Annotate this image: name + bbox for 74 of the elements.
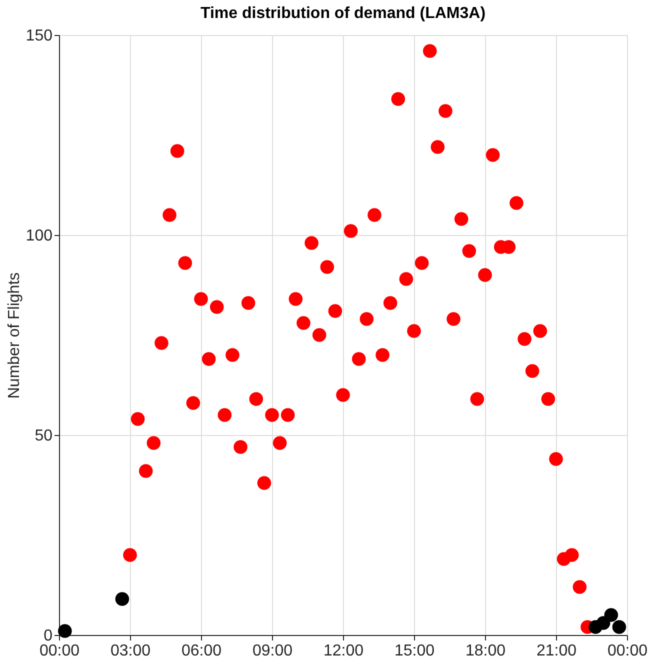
point bbox=[210, 300, 224, 314]
point bbox=[407, 324, 421, 338]
point bbox=[58, 624, 72, 638]
point bbox=[486, 148, 500, 162]
point bbox=[383, 296, 398, 310]
point bbox=[376, 348, 390, 362]
point bbox=[533, 324, 548, 338]
y-tick-label: 150 bbox=[26, 28, 53, 44]
point bbox=[344, 224, 358, 238]
point bbox=[422, 44, 437, 58]
point bbox=[218, 408, 232, 422]
point bbox=[194, 292, 208, 306]
point bbox=[478, 268, 492, 282]
y-tick-label: 0 bbox=[44, 628, 53, 644]
point bbox=[352, 352, 366, 366]
point bbox=[572, 580, 587, 594]
point bbox=[328, 304, 342, 318]
point bbox=[186, 396, 200, 410]
point bbox=[202, 352, 216, 366]
point bbox=[541, 392, 556, 406]
y-tick-label: 100 bbox=[26, 228, 53, 244]
point bbox=[564, 548, 579, 562]
point bbox=[391, 92, 406, 106]
point bbox=[454, 212, 468, 226]
x-tick-label: 15:00 bbox=[394, 642, 435, 660]
point bbox=[612, 620, 626, 634]
point bbox=[470, 392, 484, 406]
point bbox=[368, 208, 382, 222]
point bbox=[414, 256, 429, 270]
point bbox=[257, 476, 272, 490]
point bbox=[138, 464, 153, 478]
point bbox=[123, 548, 137, 562]
point bbox=[265, 408, 279, 422]
x-tick-label: 21:00 bbox=[536, 642, 577, 660]
point bbox=[115, 592, 130, 606]
point bbox=[336, 388, 350, 402]
y-tick-label: 50 bbox=[34, 428, 53, 444]
point bbox=[604, 608, 618, 622]
x-tick-label: 09:00 bbox=[252, 642, 293, 660]
point bbox=[170, 144, 184, 158]
point bbox=[462, 244, 476, 258]
x-tick-label: 00:00 bbox=[39, 642, 80, 660]
point bbox=[320, 260, 334, 274]
point bbox=[510, 196, 524, 210]
point bbox=[178, 256, 192, 270]
point bbox=[146, 436, 161, 450]
point bbox=[525, 364, 540, 378]
x-tick-label: 18:00 bbox=[465, 642, 506, 660]
x-tick-label: 06:00 bbox=[181, 642, 222, 660]
point bbox=[360, 312, 374, 326]
point bbox=[154, 336, 168, 350]
point bbox=[312, 328, 326, 342]
point bbox=[399, 272, 414, 286]
x-tick-label: 00:00 bbox=[607, 642, 648, 660]
point bbox=[430, 140, 445, 154]
point bbox=[226, 348, 240, 362]
point bbox=[249, 392, 264, 406]
point bbox=[438, 104, 452, 118]
point bbox=[280, 408, 295, 422]
point bbox=[518, 332, 532, 346]
point bbox=[162, 208, 176, 222]
point bbox=[241, 296, 256, 310]
x-tick-label: 12:00 bbox=[323, 642, 364, 660]
point bbox=[296, 316, 310, 330]
point bbox=[272, 436, 287, 450]
point bbox=[130, 412, 145, 426]
chart-title: Time distribution of demand (LAM3A) bbox=[200, 5, 486, 22]
x-tick-label: 03:00 bbox=[110, 642, 151, 660]
point bbox=[234, 440, 248, 454]
point bbox=[549, 452, 563, 466]
point bbox=[304, 236, 318, 250]
point bbox=[446, 312, 460, 326]
y-axis-title: Number of Flights bbox=[6, 272, 23, 399]
point bbox=[288, 292, 303, 306]
